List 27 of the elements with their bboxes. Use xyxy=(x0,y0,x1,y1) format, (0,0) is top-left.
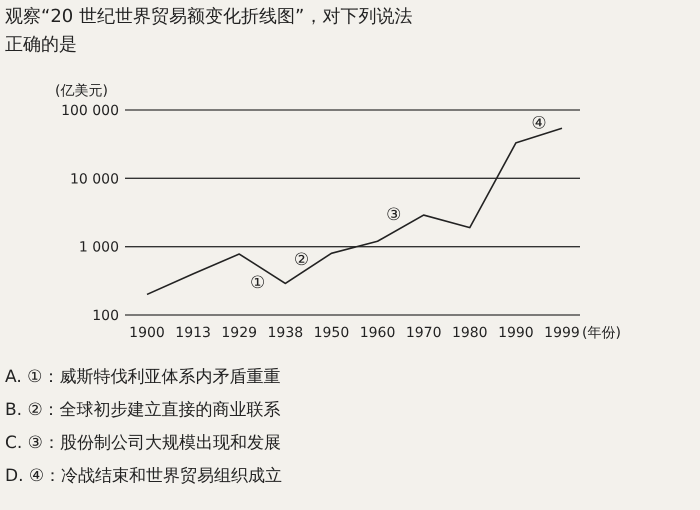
x-tick-label: 1960 xyxy=(360,325,396,341)
x-tick-label: 1990 xyxy=(498,325,534,341)
chart-subtitle: 正确的是 xyxy=(5,34,77,55)
y-tick-label: 100 xyxy=(92,308,119,324)
line-series xyxy=(146,127,563,296)
x-tick-label: 1970 xyxy=(406,325,442,341)
x-axis-title: (年份) xyxy=(582,325,621,341)
text: D. ④：冷战结束和世界贸易组织成立 xyxy=(5,466,282,486)
y-axis-title: (亿美元) xyxy=(55,83,108,99)
y-tick-label: 1 000 xyxy=(78,240,119,256)
annotation: ④ xyxy=(531,114,547,134)
x-tick-label: 1929 xyxy=(221,325,258,341)
x-tick-label: 1999 xyxy=(544,325,580,341)
text: B. ②：全球初步建立直接的商业联系 xyxy=(5,400,281,420)
y-tick-label: 10 000 xyxy=(70,171,119,188)
annotation: ① xyxy=(250,272,266,293)
y-tick-label: 100 000 xyxy=(61,103,119,119)
chart-title: 观察“20 世纪世界贸易额变化折线图”，对下列说法 xyxy=(5,6,412,27)
text: C. ③：股份制公司大规模出现和发展 xyxy=(5,433,281,453)
x-tick-label: 1913 xyxy=(175,325,211,341)
x-tick-label: 1900 xyxy=(129,325,165,341)
x-tick-label: 1938 xyxy=(268,325,304,341)
annotation: ② xyxy=(294,250,310,270)
annotation: ③ xyxy=(386,205,402,226)
x-tick-label: 1980 xyxy=(452,325,488,341)
x-tick-label: 1950 xyxy=(314,325,350,341)
text: A. ①：威斯特伐利亚体系内矛盾重重 xyxy=(5,367,280,387)
